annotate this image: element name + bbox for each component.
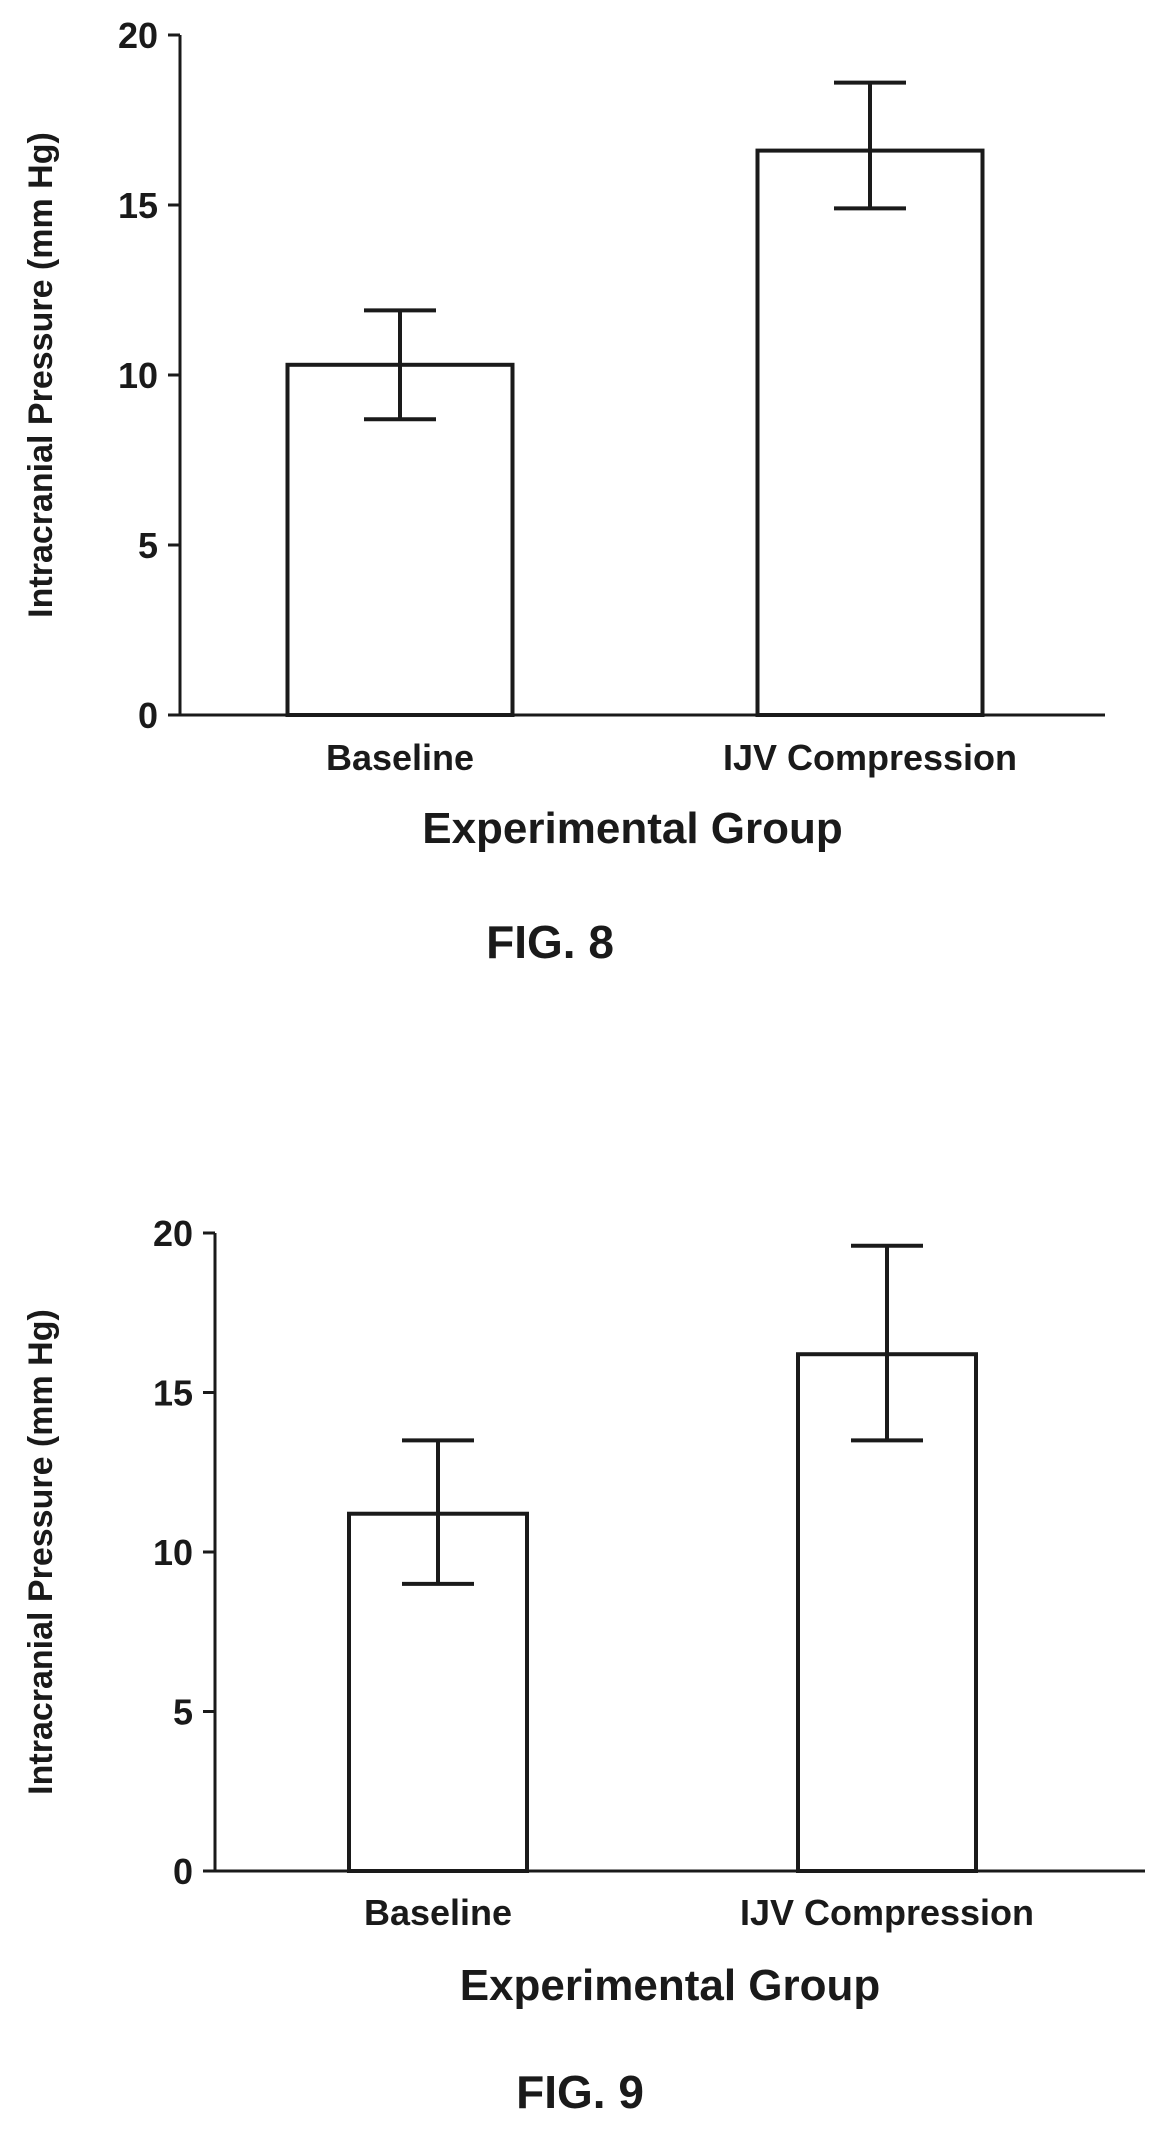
- bar-baseline: [285, 362, 515, 717]
- figure-label: FIG. 9: [516, 2066, 644, 2118]
- y-tick-label: 15: [153, 1373, 193, 1414]
- x-category-label: Baseline: [364, 1892, 512, 1933]
- x-category-label: IJV Compression: [723, 737, 1017, 778]
- figure-label: FIG. 8: [486, 916, 614, 968]
- chart-fig-9: 0 5 10 15 20 Baseline IJV Compression Experimen…: [22, 1213, 1145, 2118]
- y-tick-label: 15: [118, 185, 158, 226]
- y-tick-label: 5: [173, 1692, 193, 1733]
- bar-ijv-compression: [755, 148, 985, 718]
- y-tick-label: 20: [153, 1213, 193, 1254]
- y-tick-label: 5: [138, 525, 158, 566]
- y-axis-title: Intracranial Pressure (mm Hg): [22, 132, 60, 618]
- y-tick-label: 0: [138, 695, 158, 736]
- y-tick-label: 10: [153, 1532, 193, 1573]
- x-category-label: IJV Compression: [740, 1892, 1034, 1933]
- x-category-label: Baseline: [326, 737, 474, 778]
- x-axis-title: Experimental Group: [422, 804, 843, 853]
- chart-fig-8: 0 5 10 15 20 Baseline IJV Compression Experimen…: [22, 15, 1105, 968]
- y-tick-label: 0: [173, 1851, 193, 1892]
- x-axis-title: Experimental Group: [460, 1961, 881, 2010]
- y-tick-label: 10: [118, 355, 158, 396]
- y-axis-title: Intracranial Pressure (mm Hg): [22, 1309, 60, 1795]
- y-tick-label: 20: [118, 15, 158, 56]
